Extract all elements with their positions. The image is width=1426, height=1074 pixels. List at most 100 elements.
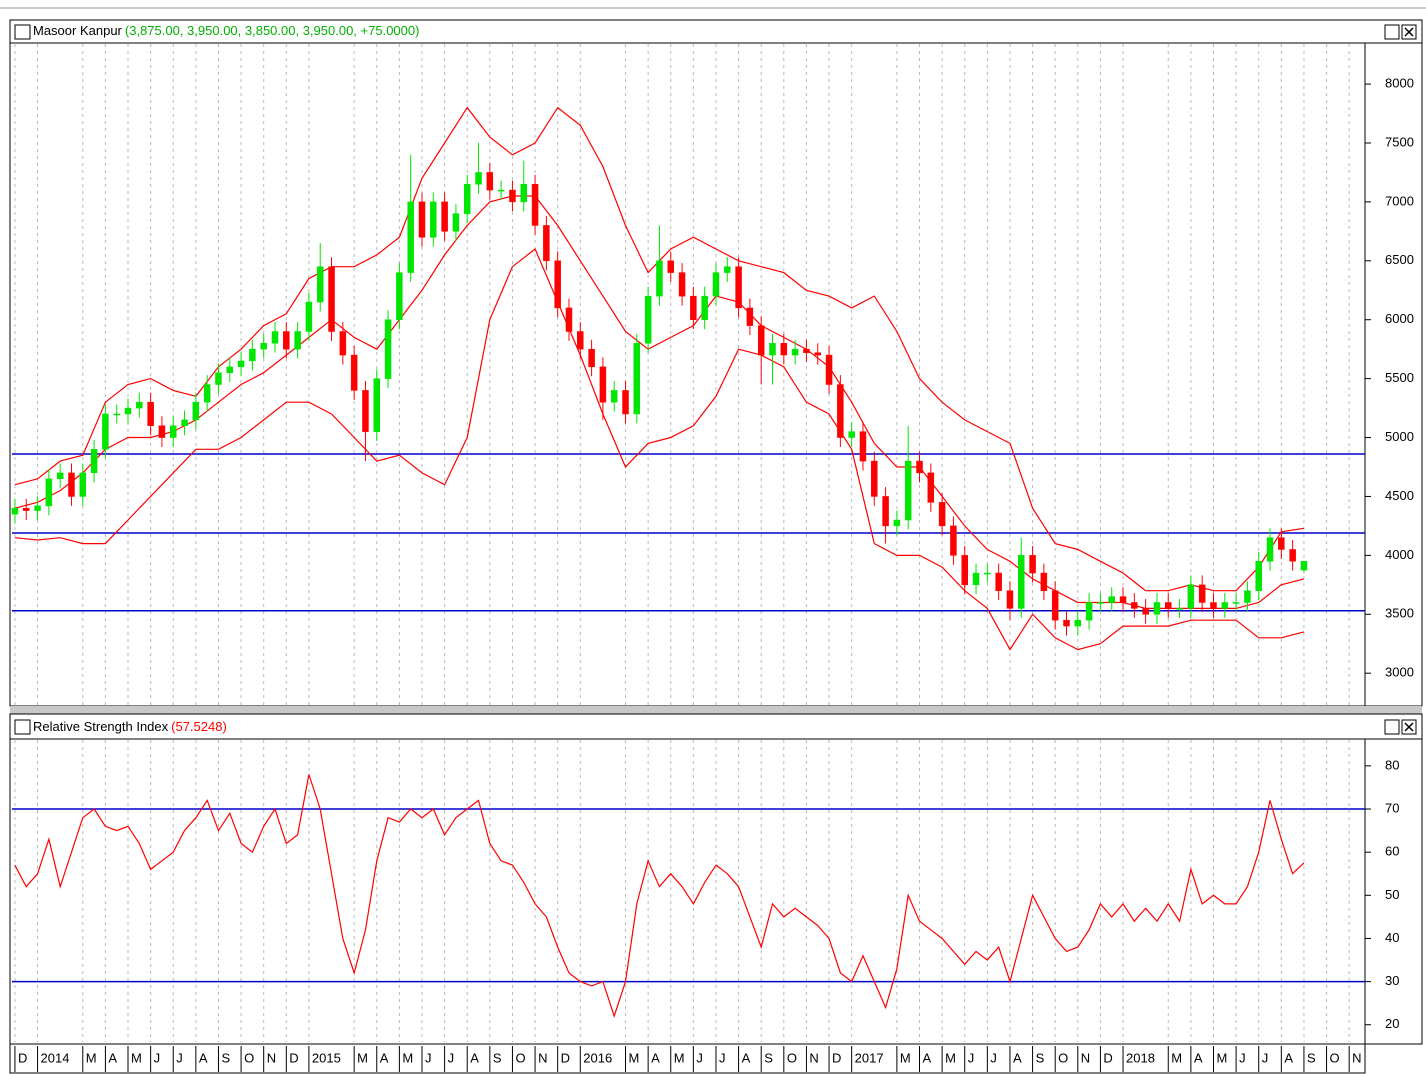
candle-body — [916, 460, 923, 474]
y-tick-label: 5000 — [1385, 429, 1414, 444]
candle-body — [633, 343, 641, 415]
candle-body — [599, 366, 607, 403]
candle-body — [373, 378, 381, 432]
candle-body — [780, 343, 788, 356]
candle-body — [961, 555, 968, 586]
candle-body — [904, 460, 912, 521]
candle-body — [294, 331, 301, 350]
x-tick-label: M — [945, 1050, 956, 1065]
candle-body — [938, 502, 946, 527]
x-tick-label: N — [1081, 1050, 1090, 1065]
x-tick-label: J — [990, 1050, 997, 1065]
candle-body — [79, 472, 87, 497]
x-tick-label: M — [131, 1050, 142, 1065]
x-tick-label: J — [719, 1050, 726, 1065]
candle-body — [452, 213, 460, 232]
candle-body — [396, 272, 403, 320]
candle-body — [825, 354, 833, 385]
x-tick-label: O — [244, 1050, 254, 1065]
y-tick-label: 50 — [1385, 887, 1399, 902]
candle-body — [430, 201, 437, 238]
x-tick-label: S — [221, 1050, 230, 1065]
candle-body — [1153, 602, 1161, 615]
x-tick-label: M — [1216, 1050, 1227, 1065]
candle-body — [746, 307, 754, 326]
x-tick-label: O — [1058, 1050, 1068, 1065]
x-tick-label: M — [900, 1050, 911, 1065]
y-tick-label: 40 — [1385, 930, 1399, 945]
x-axis-bar — [9, 1043, 1366, 1074]
candle-body — [1029, 555, 1036, 574]
candle-body — [882, 496, 889, 527]
candle-body — [497, 189, 505, 192]
y-tick-label: 3500 — [1385, 606, 1414, 621]
panel-icon — [14, 24, 31, 40]
candle-body — [260, 343, 267, 350]
price-title: Masoor Kanpur (3,875.00, 3,950.00, 3,850.… — [33, 23, 419, 38]
maximize-button[interactable] — [1384, 24, 1400, 40]
candle-body — [486, 172, 494, 191]
splitter[interactable] — [10, 706, 1422, 714]
x-tick-label: 2017 — [855, 1050, 884, 1065]
candle-body — [1232, 602, 1240, 604]
title-values: (3,875.00, 3,950.00, 3,850.00, 3,950.00,… — [125, 23, 420, 38]
candle-body — [124, 407, 132, 415]
maximize-button[interactable] — [1384, 719, 1400, 735]
candle-body — [418, 201, 426, 238]
y-tick-label: 80 — [1385, 757, 1399, 772]
candle-body — [237, 360, 245, 368]
candle-body — [622, 390, 629, 415]
candle-body — [1097, 602, 1104, 604]
candle-body — [1131, 602, 1138, 609]
x-tick-label: O — [1330, 1050, 1340, 1065]
candle-body — [871, 460, 878, 497]
candle-body — [791, 348, 799, 356]
candle-body — [226, 366, 234, 373]
candle-body — [113, 413, 120, 416]
candle-body — [90, 449, 98, 474]
candle-body — [1063, 619, 1070, 627]
candle-body — [102, 413, 109, 450]
y-tick-label: 4000 — [1385, 547, 1414, 562]
x-tick-label: J — [968, 1050, 975, 1065]
y-tick-label: 8000 — [1385, 75, 1414, 90]
candle-body — [690, 295, 697, 320]
y-tick-label: 3000 — [1385, 665, 1414, 680]
candle-body — [1289, 549, 1296, 562]
bollinger-band — [14, 248, 1305, 651]
y-tick-label: 60 — [1385, 844, 1399, 859]
candle-body — [565, 307, 573, 332]
candle-body — [984, 572, 991, 575]
candle-body — [328, 266, 335, 332]
candle-body — [158, 425, 166, 438]
candle-body — [712, 272, 720, 297]
x-tick-label: A — [199, 1050, 208, 1065]
candle-body — [1142, 608, 1149, 615]
close-icon — [1404, 722, 1414, 732]
x-tick-label: A — [380, 1050, 389, 1065]
candle-body — [1108, 596, 1115, 603]
x-tick-label: A — [470, 1050, 479, 1065]
x-tick-label: A — [1284, 1050, 1293, 1065]
candle-body — [701, 295, 708, 320]
candle-body — [283, 331, 290, 350]
candle-body — [543, 225, 550, 262]
candle-body — [181, 419, 188, 427]
x-tick-label: J — [696, 1050, 703, 1065]
candle-body — [531, 183, 539, 226]
y-tick-label: 20 — [1385, 1016, 1399, 1031]
x-tick-label: J — [1239, 1050, 1246, 1065]
x-tick-label: M — [357, 1050, 368, 1065]
candle-body — [463, 183, 471, 214]
candle-body — [1300, 561, 1308, 571]
candle-body — [441, 201, 448, 232]
candle-body — [407, 201, 414, 273]
y-tick-label: 4500 — [1385, 488, 1414, 503]
candle-body — [215, 372, 222, 385]
y-tick-label: 6000 — [1385, 311, 1414, 326]
x-tick-label: D — [561, 1050, 570, 1065]
x-tick-label: D — [18, 1050, 27, 1065]
candle-body — [271, 331, 279, 344]
candle-body — [34, 505, 41, 511]
